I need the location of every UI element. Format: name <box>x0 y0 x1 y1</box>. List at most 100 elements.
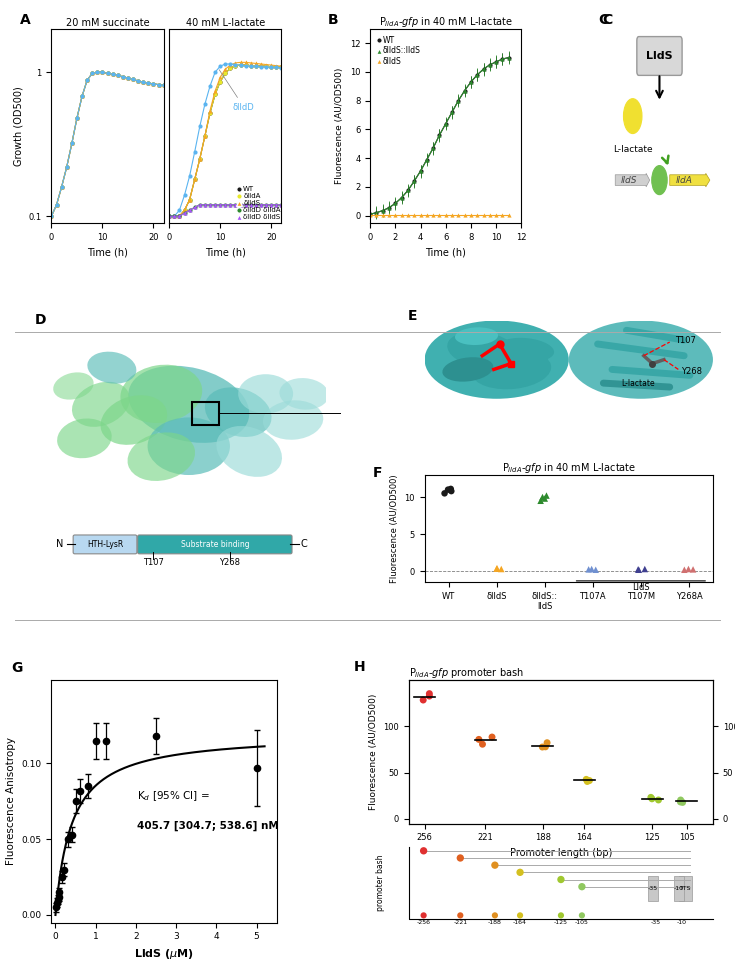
Ellipse shape <box>101 395 167 445</box>
Point <box>646 791 658 806</box>
Text: A: A <box>20 13 31 27</box>
Text: C: C <box>301 539 307 550</box>
Text: LldS: LldS <box>650 176 669 185</box>
Point <box>486 729 498 745</box>
Point <box>687 561 699 577</box>
Point <box>645 790 657 805</box>
Point <box>417 692 429 707</box>
Point <box>581 774 593 789</box>
Text: lldS: lldS <box>620 176 637 185</box>
Ellipse shape <box>569 321 713 399</box>
Text: G: G <box>11 661 22 675</box>
Point <box>675 792 686 807</box>
Point <box>423 686 435 702</box>
Title: 40 mM L-lactate: 40 mM L-lactate <box>186 18 265 28</box>
FancyBboxPatch shape <box>74 535 137 554</box>
Point <box>678 562 690 578</box>
Point <box>541 735 553 751</box>
Point <box>489 908 501 924</box>
Point <box>539 491 551 506</box>
Ellipse shape <box>455 328 498 345</box>
X-axis label: LldS ($\mu$M): LldS ($\mu$M) <box>134 947 194 961</box>
Y-axis label: Growth (OD500): Growth (OD500) <box>13 86 23 165</box>
Text: P$_{lldA}$-$gfp$ promoter bash: P$_{lldA}$-$gfp$ promoter bash <box>409 666 523 680</box>
Point <box>537 489 548 505</box>
Text: -10: -10 <box>674 886 684 891</box>
Point <box>442 482 454 498</box>
Point <box>537 739 548 754</box>
Ellipse shape <box>425 321 569 399</box>
Ellipse shape <box>72 382 130 427</box>
Point <box>677 795 689 810</box>
Point <box>445 481 456 497</box>
Point <box>514 865 526 880</box>
Text: L-lactate: L-lactate <box>621 380 655 388</box>
Ellipse shape <box>442 357 493 382</box>
Text: Y268: Y268 <box>681 367 702 376</box>
FancyArrow shape <box>670 173 710 186</box>
Text: C: C <box>602 13 612 27</box>
Ellipse shape <box>121 364 202 423</box>
Point <box>632 561 644 577</box>
Ellipse shape <box>497 338 554 362</box>
Ellipse shape <box>448 332 517 368</box>
Point <box>683 561 695 577</box>
Point <box>576 879 588 895</box>
Title: 20 mM succinate: 20 mM succinate <box>65 18 149 28</box>
Bar <box>648 875 659 901</box>
Text: -164: -164 <box>513 921 527 925</box>
Text: -221: -221 <box>453 921 467 925</box>
Text: Substrate binding: Substrate binding <box>181 540 249 549</box>
Point <box>675 794 686 809</box>
Legend: WT, δlldS::lldS, δlldS: WT, δlldS::lldS, δlldS <box>374 33 424 69</box>
Point <box>454 908 466 924</box>
Y-axis label: Fluorescence (AU/OD500): Fluorescence (AU/OD500) <box>335 67 344 184</box>
Point <box>539 739 551 754</box>
Text: -125: -125 <box>554 921 568 925</box>
Point <box>454 850 466 866</box>
Point <box>439 485 451 501</box>
Text: -256: -256 <box>417 921 431 925</box>
Text: C: C <box>598 13 608 27</box>
Ellipse shape <box>238 374 293 413</box>
Ellipse shape <box>128 366 249 443</box>
Point <box>555 908 567 924</box>
Bar <box>679 875 692 901</box>
Text: LldS: LldS <box>646 51 673 61</box>
Text: N: N <box>56 539 63 550</box>
Point <box>639 561 650 577</box>
Point <box>417 843 429 858</box>
Ellipse shape <box>216 426 282 477</box>
Ellipse shape <box>57 418 112 458</box>
Text: HTH-LysR: HTH-LysR <box>87 540 123 549</box>
Text: 405.7 [304.7; 538.6] nM: 405.7 [304.7; 538.6] nM <box>137 821 279 830</box>
Text: -35: -35 <box>650 921 660 925</box>
Point <box>489 857 501 873</box>
Text: K$_d$ [95% CI] =: K$_d$ [95% CI] = <box>137 790 209 803</box>
Circle shape <box>652 165 667 195</box>
X-axis label: Time (h): Time (h) <box>426 247 466 257</box>
Bar <box>674 875 684 901</box>
Point <box>514 908 526 924</box>
Text: L-lactate: L-lactate <box>613 144 653 154</box>
Text: Y268: Y268 <box>220 558 240 567</box>
Point <box>491 560 503 576</box>
Text: B: B <box>328 13 338 27</box>
Point <box>586 561 598 577</box>
Point <box>633 562 645 578</box>
Ellipse shape <box>87 352 137 383</box>
Ellipse shape <box>471 350 551 389</box>
Y-axis label: Fluorescence (AU/OD500): Fluorescence (AU/OD500) <box>369 694 378 810</box>
Point <box>653 792 664 807</box>
Text: T107: T107 <box>143 558 163 567</box>
FancyBboxPatch shape <box>637 37 682 75</box>
Text: -10: -10 <box>676 921 686 925</box>
Point <box>581 772 592 787</box>
Bar <box>192 402 219 426</box>
Text: D: D <box>35 312 46 327</box>
Text: lldA: lldA <box>675 176 692 185</box>
Text: T107: T107 <box>675 335 696 345</box>
Text: LldS: LldS <box>632 583 650 593</box>
Title: P$_{lldA}$-$gfp$ in 40 mM L-lactate: P$_{lldA}$-$gfp$ in 40 mM L-lactate <box>379 14 513 29</box>
Text: TTS: TTS <box>680 886 692 891</box>
